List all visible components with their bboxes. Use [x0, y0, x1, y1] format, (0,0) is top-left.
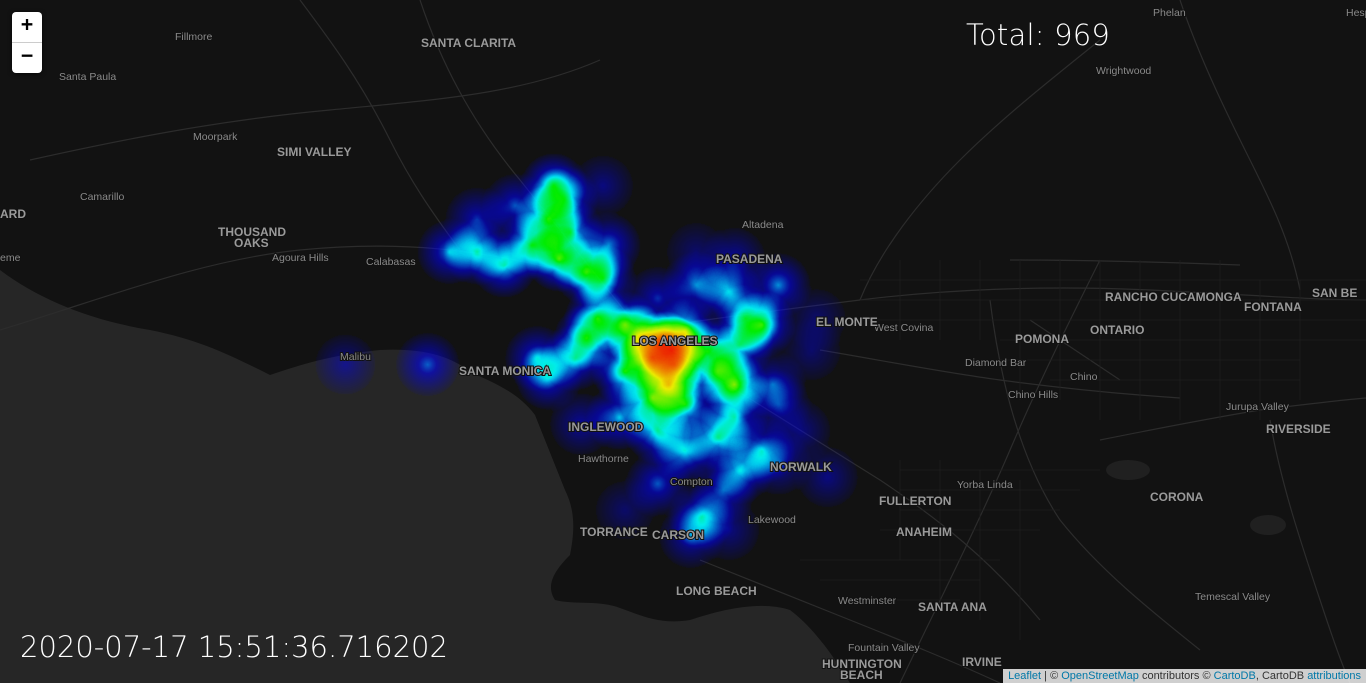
- place-label: NORWALK: [770, 460, 832, 474]
- place-label: THOUSAND: [218, 225, 286, 239]
- place-label: LONG BEACH: [676, 584, 757, 598]
- place-label: Chino: [1070, 371, 1098, 383]
- place-label: OAKS: [234, 236, 269, 250]
- osm-link[interactable]: OpenStreetMap: [1061, 670, 1139, 682]
- place-label: Compton: [670, 476, 713, 488]
- place-label: Camarillo: [80, 191, 125, 203]
- zoom-control: + −: [12, 12, 42, 73]
- place-label: FONTANA: [1244, 300, 1302, 314]
- place-label: EL MONTE: [816, 315, 878, 329]
- cartodb-link[interactable]: CartoDB: [1213, 670, 1256, 682]
- place-label: ONTARIO: [1090, 323, 1144, 337]
- place-label: Phelan: [1153, 7, 1186, 19]
- attribution-text: , CartoDB: [1255, 670, 1308, 682]
- place-label: RANCHO CUCAMONGA: [1105, 290, 1242, 304]
- place-label: ANAHEIM: [896, 525, 952, 539]
- place-label: Lakewood: [748, 514, 796, 526]
- place-label: Hesp: [1346, 7, 1366, 19]
- place-label: SAN BE: [1312, 286, 1357, 300]
- place-label: Wrightwood: [1096, 65, 1151, 77]
- place-label: Malibu: [340, 351, 371, 363]
- place-label: eme: [0, 252, 21, 264]
- place-label: IRVINE: [962, 655, 1002, 669]
- place-label: INGLEWOOD: [568, 420, 644, 434]
- place-label: Moorpark: [193, 131, 238, 143]
- place-label: POMONA: [1015, 332, 1069, 346]
- place-label: Altadena: [742, 219, 784, 231]
- place-label: Diamond Bar: [965, 357, 1027, 369]
- place-label: HUNTINGTON: [822, 657, 902, 671]
- total-count: Total: 969: [966, 18, 1111, 52]
- place-label: CARSON: [652, 528, 704, 542]
- place-label: CORONA: [1150, 490, 1204, 504]
- place-label: PASADENA: [716, 252, 783, 266]
- place-label: Calabasas: [366, 256, 416, 268]
- place-label: Santa Paula: [59, 71, 116, 83]
- place-label: LOS ANGELES: [632, 334, 718, 348]
- place-label: RIVERSIDE: [1266, 422, 1331, 436]
- leaflet-link[interactable]: Leaflet: [1008, 670, 1042, 682]
- place-label: BEACH: [840, 668, 883, 682]
- zoom-out-button[interactable]: −: [12, 42, 42, 73]
- place-label: Temescal Valley: [1195, 591, 1271, 603]
- place-label: SANTA CLARITA: [421, 36, 516, 50]
- place-label: TORRANCE: [580, 525, 648, 539]
- place-label: Fillmore: [175, 31, 212, 43]
- place-label: SANTA ANA: [918, 600, 987, 614]
- place-label: Yorba Linda: [957, 479, 1013, 491]
- place-label: West Covina: [874, 322, 933, 334]
- place-label: Westminster: [838, 595, 897, 607]
- place-label: Chino Hills: [1008, 389, 1058, 401]
- place-label: SANTA MONICA: [459, 364, 551, 378]
- attributions-link[interactable]: attributions: [1307, 670, 1361, 682]
- place-label: FULLERTON: [879, 494, 951, 508]
- place-label: SIMI VALLEY: [277, 145, 351, 159]
- place-label: ARD: [0, 207, 26, 221]
- attribution-bar: Leaflet | © OpenStreetMap contributors ©…: [1003, 669, 1366, 683]
- place-label: Hawthorne: [578, 453, 629, 465]
- timestamp: 2020-07-17 15:51:36.716202: [20, 630, 448, 664]
- place-label: Agoura Hills: [272, 252, 329, 264]
- place-label: Jurupa Valley: [1226, 401, 1290, 413]
- attribution-text: contributors ©: [1138, 670, 1214, 682]
- zoom-in-button[interactable]: +: [20, 12, 34, 36]
- attribution-text: | ©: [1041, 670, 1062, 682]
- place-label: Fountain Valley: [848, 642, 920, 654]
